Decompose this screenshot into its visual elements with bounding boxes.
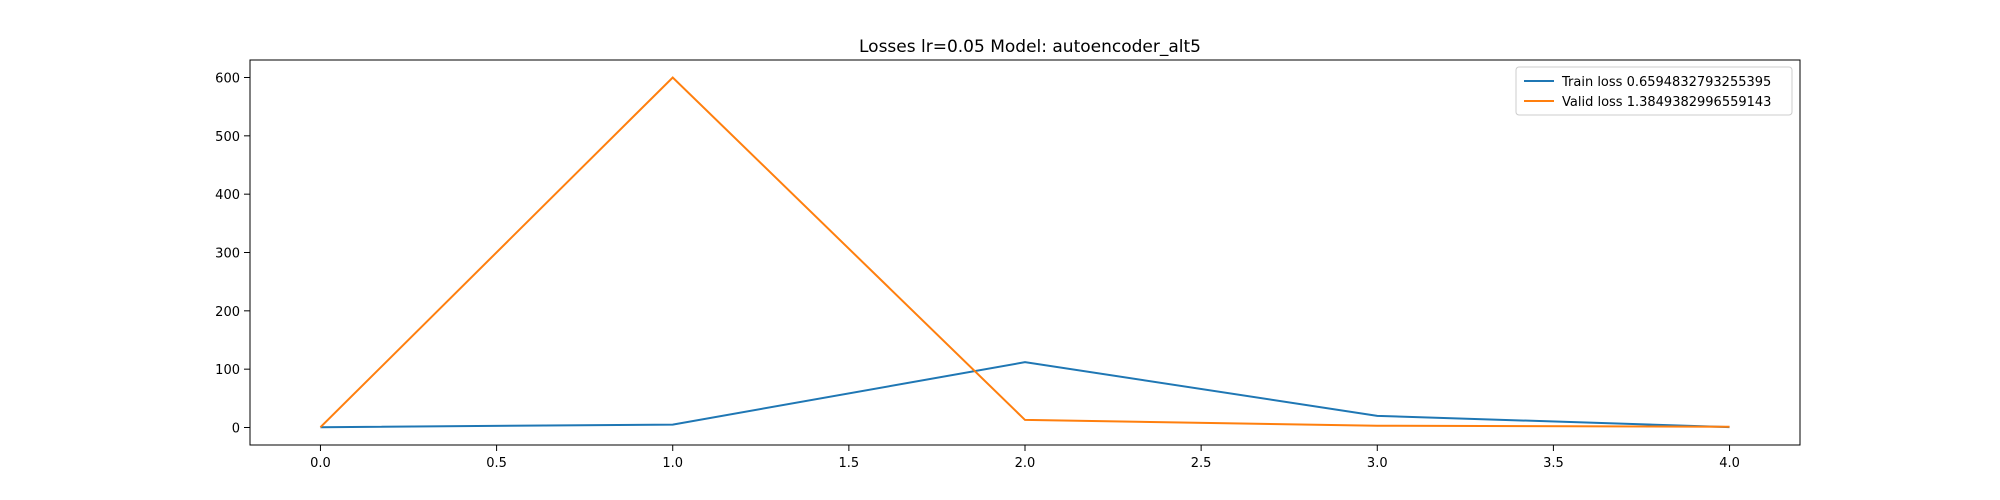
series-line-valid	[319, 76, 1730, 428]
y-tick-label: 400	[215, 188, 240, 203]
y-tick-label: 200	[215, 305, 240, 320]
y-tick-label: 600	[215, 72, 240, 87]
y-tick-label: 300	[215, 247, 240, 262]
legend-box	[1515, 66, 1793, 116]
legend-label: Valid loss 1.3849382996559143	[1562, 95, 1771, 110]
x-tick-label: 0.5	[486, 456, 507, 471]
x-tick-label: 0.0	[310, 456, 331, 471]
y-tick-label: 500	[215, 130, 240, 145]
x-tick-label: 1.0	[662, 456, 683, 471]
x-tick-label: 2.0	[1015, 456, 1036, 471]
y-tick-label: 100	[215, 363, 240, 378]
x-tick-label: 4.0	[1719, 456, 1740, 471]
chart-title: Losses lr=0.05 Model: autoencoder_alt5	[859, 37, 1201, 57]
x-tick-label: 2.5	[1191, 456, 1212, 471]
plot-area: 0.0 0.5 1.0 1.5 2.0 2.5 3.0 3.5 4.0 0 100 200 300 400…	[215, 72, 1740, 472]
legend-label: Train loss 0.6594832793255395	[1561, 75, 1771, 90]
y-tick-label: 0	[232, 422, 240, 437]
legend: Train loss 0.6594832793255395 Valid loss …	[1515, 66, 1793, 116]
series-line-train	[320, 361, 1730, 429]
x-tick-label: 3.0	[1367, 456, 1388, 471]
axes-frame	[249, 59, 1801, 446]
x-tick-label: 1.5	[839, 456, 860, 471]
x-tick-label: 3.5	[1543, 456, 1564, 471]
